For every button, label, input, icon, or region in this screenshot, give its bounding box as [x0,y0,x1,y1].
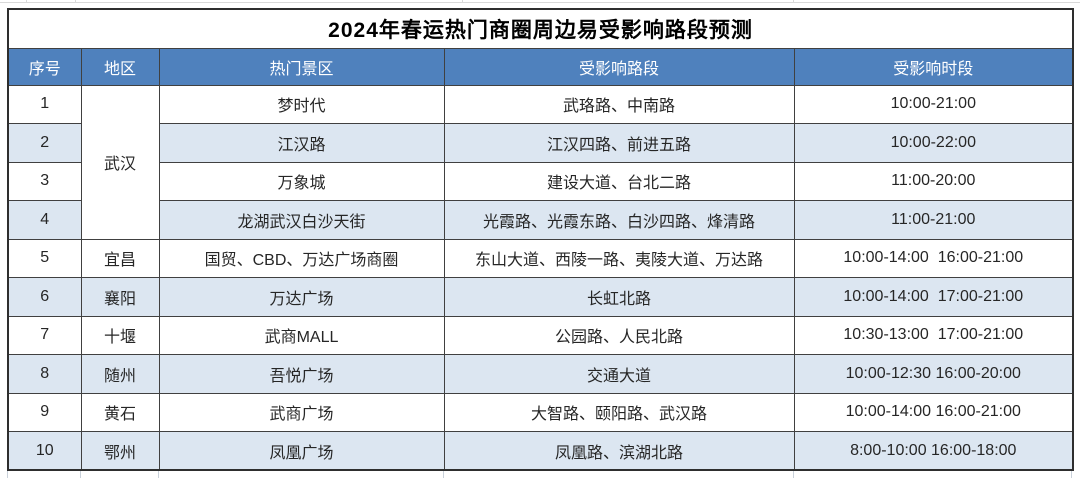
time-cell: 10:30-13:00 17:00-21:00 [793,315,1074,355]
time-cell: 10:00-14:00 16:00-21:00 [793,238,1074,278]
sheet-gridline-stub [7,471,8,478]
region-cell: 鄂州 [80,431,160,471]
table-row: 7 十堰 武商MALL 公园路、人民北路 10:30-13:00 17:00-2… [7,315,1074,355]
roads-cell: 公园路、人民北路 [443,315,795,355]
roads-cell: 武珞路、中南路 [443,84,795,124]
roads-cell: 东山大道、西陵一路、夷陵大道、万达路 [443,238,795,278]
sheet-gridline-top [0,2,1080,3]
spot-cell: 武商MALL [158,315,445,355]
table-header-row: 序号 地区 热门景区 受影响路段 受影响时段 [7,47,1074,86]
sheet-gridline-stub [80,471,81,478]
roads-cell: 江汉四路、前进五路 [443,123,795,163]
spot-cell: 万达广场 [158,277,445,317]
forecast-table: 2024年春运热门商圈周边易受影响路段预测 序号 地区 热门景区 受影响路段 受… [7,8,1075,471]
spot-cell: 江汉路 [158,123,445,163]
sheet-gridline-stub [462,0,463,3]
no-cell: 10 [7,431,82,471]
col-header-spot: 热门景区 [158,47,445,86]
roads-cell: 建设大道、台北二路 [443,161,795,201]
sheet-gridline-stub [793,0,794,3]
table-row: 8 随州 吾悦广场 交通大道 10:00-12:30 16:00-20:00 [7,354,1074,394]
spot-cell: 万象城 [158,161,445,201]
region-cell-merged: 武汉 [80,84,160,240]
spot-cell: 国贸、CBD、万达广场商圈 [158,238,445,278]
time-cell: 10:00-12:30 16:00-20:00 [793,354,1074,394]
no-cell: 2 [7,123,82,163]
no-cell: 6 [7,277,82,317]
col-header-no: 序号 [7,47,82,86]
time-cell: 10:00-14:00 16:00-21:00 [793,392,1074,432]
table-row: 6 襄阳 万达广场 长虹北路 10:00-14:00 17:00-21:00 [7,277,1074,317]
table-title: 2024年春运热门商圈周边易受影响路段预测 [7,8,1074,49]
table-row: 9 黄石 武商广场 大智路、颐阳路、武汉路 10:00-14:00 16:00-… [7,392,1074,432]
time-cell: 10:00-22:00 [793,123,1074,163]
time-cell: 11:00-20:00 [793,161,1074,201]
table-row: 4 龙湖武汉白沙天街 光霞路、光霞东路、白沙四路、烽清路 11:00-21:00 [7,200,1074,240]
no-cell: 7 [7,315,82,355]
sheet-gridline-stub [26,0,27,3]
roads-cell: 长虹北路 [443,277,795,317]
spot-cell: 梦时代 [158,84,445,124]
region-cell: 黄石 [80,392,160,432]
time-cell: 11:00-21:00 [793,200,1074,240]
no-cell: 5 [7,238,82,278]
no-cell: 9 [7,392,82,432]
time-cell: 8:00-10:00 16:00-18:00 [793,431,1074,471]
no-cell: 3 [7,161,82,201]
spot-cell: 吾悦广场 [158,354,445,394]
table-title-row: 2024年春运热门商圈周边易受影响路段预测 [7,8,1074,49]
no-cell: 1 [7,84,82,124]
col-header-time: 受影响时段 [793,47,1074,86]
region-cell: 随州 [80,354,160,394]
sheet-gridline-stub [443,471,444,478]
roads-cell: 光霞路、光霞东路、白沙四路、烽清路 [443,200,795,240]
sheet-gridline-stub [1071,471,1072,478]
spot-cell: 龙湖武汉白沙天街 [158,200,445,240]
sheet-gridline-stub [158,471,159,478]
table-row: 1 武汉 梦时代 武珞路、中南路 10:00-21:00 [7,84,1074,240]
sheet-gridline-stub [793,471,794,478]
table-row: 3 万象城 建设大道、台北二路 11:00-20:00 [7,161,1074,201]
spot-cell: 凤凰广场 [158,431,445,471]
table-row: 10 鄂州 凤凰广场 凤凰路、滨湖北路 8:00-10:00 16:00-18:… [7,431,1074,471]
no-cell: 8 [7,354,82,394]
sheet-gridline-stub [75,0,76,3]
time-cell: 10:00-21:00 [793,84,1074,124]
time-cell: 10:00-14:00 17:00-21:00 [793,277,1074,317]
region-cell: 襄阳 [80,277,160,317]
no-cell: 4 [7,200,82,240]
region-cell: 十堰 [80,315,160,355]
table-row: 2 江汉路 江汉四路、前进五路 10:00-22:00 [7,123,1074,163]
region-cell: 宜昌 [80,238,160,278]
table-row: 5 宜昌 国贸、CBD、万达广场商圈 东山大道、西陵一路、夷陵大道、万达路 10… [7,238,1074,278]
col-header-roads: 受影响路段 [443,47,795,86]
roads-cell: 凤凰路、滨湖北路 [443,431,795,471]
roads-cell: 大智路、颐阳路、武汉路 [443,392,795,432]
spot-cell: 武商广场 [158,392,445,432]
col-header-region: 地区 [80,47,160,86]
roads-cell: 交通大道 [443,354,795,394]
